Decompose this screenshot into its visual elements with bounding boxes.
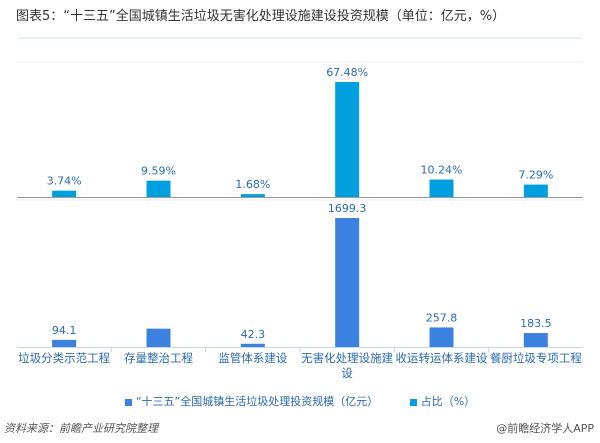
category-label: 餐厨垃圾专项工程 xyxy=(490,351,582,365)
bar xyxy=(429,179,454,197)
bar xyxy=(240,194,265,197)
data-label: 1699.3 xyxy=(328,202,367,215)
category-label: 无害化处理设施建 xyxy=(301,351,393,365)
bar xyxy=(52,339,77,347)
bar xyxy=(146,328,171,347)
category-label: 存量整治工程 xyxy=(124,351,193,365)
source-note: 资料来源：前瞻产业研究院整理 xyxy=(4,422,158,435)
data-label: 9.59% xyxy=(141,165,176,178)
category-label: 设 xyxy=(341,366,353,380)
data-label: 42.3 xyxy=(241,328,266,341)
bar xyxy=(146,180,171,197)
legend-item-share: 占比（%） xyxy=(409,395,476,408)
category-label: 收运转运体系建设 xyxy=(396,351,488,365)
brand-label: @前瞻经济学人APP xyxy=(496,422,594,435)
data-label: 257.8 xyxy=(426,311,458,324)
data-label: 10.24% xyxy=(421,164,463,177)
chart-title: 图表5：“十三五”全国城镇生活垃圾无害化处理设施建设投资规模（单位：亿元，%） xyxy=(16,9,506,24)
legend: “十三五”全国城镇生活垃圾处理投资规模（亿元） 占比（%） xyxy=(0,393,600,409)
data-label: 183.5 xyxy=(520,317,552,330)
legend-swatch xyxy=(124,398,132,406)
bar xyxy=(240,343,265,347)
bar xyxy=(52,190,77,197)
category-label: 垃圾分类示范工程 xyxy=(18,351,110,365)
bar xyxy=(523,333,548,347)
data-label: 94.1 xyxy=(52,324,77,337)
legend-item-investment: “十三五”全国城镇生活垃圾处理投资规模（亿元） xyxy=(124,395,379,408)
bar xyxy=(429,327,454,347)
bar xyxy=(335,82,360,197)
bar xyxy=(523,184,548,197)
legend-label: 占比（%） xyxy=(420,395,476,408)
data-label: 1.68% xyxy=(235,178,270,191)
legend-swatch xyxy=(409,398,417,406)
data-label: 3.74% xyxy=(47,175,82,188)
data-label: 7.29% xyxy=(518,169,553,182)
data-label: 67.48% xyxy=(326,66,368,79)
category-label: 监管体系建设 xyxy=(218,351,287,365)
bar xyxy=(335,218,360,347)
legend-label: “十三五”全国城镇生活垃圾处理投资规模（亿元） xyxy=(135,395,379,408)
